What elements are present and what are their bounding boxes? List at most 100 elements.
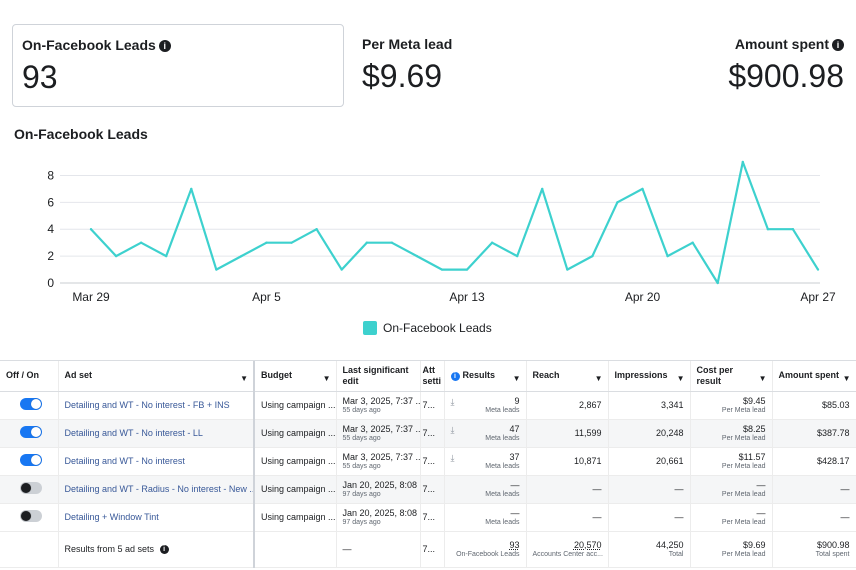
cost-stat-label: Per Meta lead bbox=[362, 36, 453, 52]
sort-caret-icon[interactable]: ▼ bbox=[676, 374, 685, 383]
info-icon[interactable]: i bbox=[450, 372, 460, 382]
data-point bbox=[465, 268, 469, 271]
data-point bbox=[566, 268, 569, 271]
table-row[interactable]: Detailing and WT - Radius - No interest … bbox=[0, 475, 856, 504]
budget-cell: Using campaign ... bbox=[254, 447, 337, 476]
chart-legend[interactable]: On-Facebook Leads bbox=[363, 321, 492, 335]
budget-cell: Using campaign ... bbox=[254, 419, 337, 448]
delivery-toggle[interactable] bbox=[20, 398, 42, 410]
table-row[interactable]: Detailing and WT - No interest - FB + IN… bbox=[0, 391, 856, 420]
last-edit-ago: 55 days ago bbox=[342, 435, 381, 442]
col-impressions[interactable]: Impressions ▼ bbox=[608, 361, 691, 392]
leads-stat-card[interactable]: On-Facebook Leads i 93 bbox=[12, 24, 344, 107]
x-tick-label: Apr 27 bbox=[800, 290, 836, 304]
results-cell: ⤓ 47 Meta leads bbox=[444, 419, 527, 448]
sort-caret-icon[interactable]: ▼ bbox=[512, 374, 521, 383]
results-type: Meta leads bbox=[485, 519, 520, 526]
col-last-edit[interactable]: Last significant edit bbox=[336, 361, 421, 392]
adset-name-link[interactable]: Detailing and WT - No interest - LL bbox=[64, 428, 203, 438]
delivery-toggle[interactable] bbox=[20, 454, 42, 466]
adset-name-link[interactable]: Detailing and WT - No interest bbox=[64, 456, 185, 466]
summary-spent-cell: $900.98 Total spent bbox=[772, 531, 856, 568]
y-tick-label: 8 bbox=[47, 168, 54, 182]
results-value: — bbox=[510, 480, 520, 490]
data-point bbox=[490, 241, 494, 244]
reach-cell: — bbox=[526, 475, 609, 504]
summary-cost-value: $9.69 bbox=[742, 540, 766, 550]
info-icon[interactable]: i bbox=[159, 545, 169, 554]
spent-stat[interactable]: Amount spent i $900.98 bbox=[600, 24, 850, 107]
cost-stat[interactable]: Per Meta lead $9.69 bbox=[362, 24, 562, 107]
summary-reach-type: Accounts Center acc... bbox=[532, 551, 603, 558]
cost-stat-value: $9.69 bbox=[362, 58, 443, 94]
results-value: 47 bbox=[509, 424, 520, 434]
summary-results-value: 93 bbox=[509, 540, 520, 550]
cost-cell: $8.25 Per Meta lead bbox=[690, 419, 773, 448]
attribution-cell: 7... bbox=[420, 503, 445, 532]
summary-budget-cell bbox=[254, 531, 337, 568]
impressions-cell: — bbox=[608, 475, 691, 504]
sort-caret-icon[interactable]: ▼ bbox=[322, 374, 331, 383]
cost-value: — bbox=[756, 480, 766, 490]
data-point bbox=[365, 241, 368, 244]
y-tick-label: 6 bbox=[47, 195, 54, 209]
last-edit-cell: Mar 3, 2025, 7:37 ... 55 days ago bbox=[336, 447, 421, 476]
sort-caret-icon[interactable]: ▼ bbox=[594, 374, 603, 383]
col-attribution[interactable]: Att setti bbox=[420, 361, 445, 392]
info-icon[interactable]: i bbox=[158, 40, 171, 52]
col-reach[interactable]: Reach ▼ bbox=[526, 361, 609, 392]
col-spent[interactable]: Amount spent ▼ bbox=[772, 361, 856, 392]
data-point bbox=[591, 254, 594, 258]
data-point bbox=[440, 268, 444, 271]
sort-caret-icon[interactable]: ▼ bbox=[842, 374, 851, 383]
table-row[interactable]: Detailing and WT - No interest Using cam… bbox=[0, 447, 856, 476]
data-point bbox=[340, 268, 343, 271]
results-type: Meta leads bbox=[485, 463, 520, 470]
data-point bbox=[641, 187, 644, 191]
data-point bbox=[515, 254, 519, 258]
col-budget[interactable]: Budget ▼ bbox=[254, 361, 337, 392]
toggle-knob bbox=[21, 511, 31, 521]
spent-cell: $85.03 bbox=[772, 391, 856, 420]
info-icon[interactable]: i bbox=[832, 39, 844, 51]
legend-swatch bbox=[363, 321, 377, 335]
last-edit-cell: Mar 3, 2025, 7:37 ... 55 days ago bbox=[336, 391, 421, 420]
col-ad-set[interactable]: Ad set ▼ bbox=[58, 361, 255, 392]
summary-row: Results from 5 ad sets i —7... 93 On-Facebo… bbox=[0, 531, 856, 568]
reach-cell: 2,867 bbox=[526, 391, 609, 420]
delivery-toggle[interactable] bbox=[20, 426, 42, 438]
budget-cell: Using campaign ... bbox=[254, 503, 337, 532]
sort-caret-icon[interactable]: ▼ bbox=[240, 374, 248, 383]
table-row[interactable]: Detailing and WT - No interest - LL Usin… bbox=[0, 419, 856, 448]
attribution-cell: 7... bbox=[420, 447, 445, 476]
adset-name-cell: Detailing and WT - Radius - No interest … bbox=[58, 475, 255, 504]
last-edit-value: Mar 3, 2025, 7:37 ... bbox=[342, 424, 420, 434]
col-cost[interactable]: Cost per result ▼ bbox=[690, 361, 773, 392]
delivery-toggle[interactable] bbox=[20, 482, 42, 494]
delivery-toggle[interactable] bbox=[20, 510, 42, 522]
chart-title: On-Facebook Leads bbox=[14, 126, 148, 142]
reach-cell: — bbox=[526, 503, 609, 532]
col-off-on: Off / On bbox=[0, 361, 59, 392]
adset-name-link[interactable]: Detailing and WT - Radius - No interest … bbox=[64, 484, 254, 494]
sort-caret-icon[interactable]: ▼ bbox=[758, 374, 767, 383]
data-point bbox=[666, 254, 669, 258]
toggle-knob bbox=[31, 427, 41, 437]
download-icon[interactable]: ⤓ bbox=[450, 452, 455, 463]
adset-name-link[interactable]: Detailing and WT - No interest - FB + IN… bbox=[64, 400, 230, 410]
summary-results-type: On-Facebook Leads bbox=[456, 551, 520, 558]
adset-name-link[interactable]: Detailing + Window Tint bbox=[64, 512, 159, 522]
cost-value: — bbox=[756, 508, 766, 518]
download-icon[interactable]: ⤓ bbox=[450, 424, 455, 435]
cost-cell: — Per Meta lead bbox=[690, 503, 773, 532]
spent-cell: $428.17 bbox=[772, 447, 856, 476]
data-point bbox=[691, 241, 694, 244]
results-type: Meta leads bbox=[485, 491, 520, 498]
table-row[interactable]: Detailing + Window Tint Using campaign .… bbox=[0, 503, 856, 532]
results-value: 37 bbox=[509, 452, 520, 462]
col-results[interactable]: i Results ▼ bbox=[444, 361, 527, 392]
cost-type: Per Meta lead bbox=[721, 463, 766, 470]
download-icon[interactable]: ⤓ bbox=[450, 396, 455, 407]
data-point bbox=[816, 268, 820, 271]
toggle-cell bbox=[0, 447, 59, 476]
